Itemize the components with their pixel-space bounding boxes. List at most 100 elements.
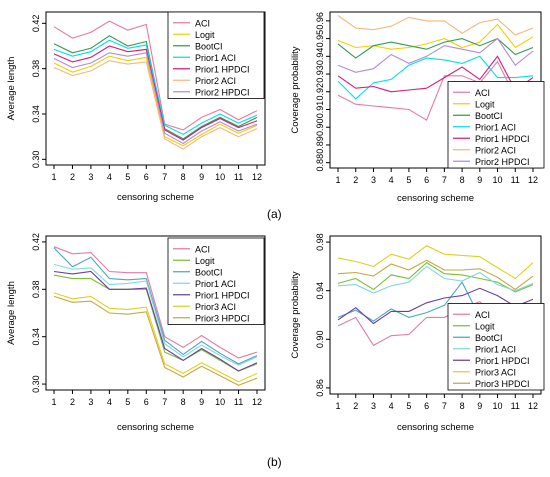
series-line-aci: [53, 246, 258, 359]
y-tick-label: 0.96: [315, 12, 325, 30]
x-tick-label: 11: [511, 401, 520, 411]
x-tick-label: 12: [528, 175, 538, 185]
x-tick-label: 10: [215, 397, 225, 407]
series-line-prior3-aci: [337, 245, 534, 280]
y-tick-label: 0.30: [31, 151, 41, 169]
y-tick-label: 0.93: [315, 65, 325, 83]
legend-label: ACI: [195, 18, 210, 28]
x-tick-label: 1: [335, 175, 340, 185]
series-line-logit: [337, 262, 534, 293]
series-line-prior1-aci: [53, 39, 258, 136]
x-tick-label: 6: [424, 401, 429, 411]
legend-box: [167, 11, 265, 99]
y-tick-label: 0.30: [31, 375, 41, 393]
series-line-bootci: [53, 247, 258, 365]
legend-label: ACI: [475, 88, 490, 98]
plot-frame: [45, 235, 266, 391]
series-line-prior2-hpdci: [337, 37, 534, 73]
legend-label: Prior1 ACI: [195, 279, 236, 289]
x-tick-label: 1: [51, 397, 56, 407]
legend-label: Logit: [475, 99, 495, 109]
chart-panel-4: 1 2 3 4 5 6 7 8 9 10 11 120.860.900.940.98censoring…: [290, 233, 545, 433]
x-tick-label: 7: [162, 172, 167, 182]
legend-label: Prior1 HPDCI: [195, 64, 250, 74]
x-tick-label: 12: [252, 172, 262, 182]
chart-panel-3: 1 2 3 4 5 6 7 8 9 10 11 120.300.340.380.42censoring…: [6, 233, 266, 433]
x-tick-label: 2: [70, 172, 75, 182]
y-tick-label: 0.86: [315, 379, 325, 397]
series-line-prior1-hpdci: [53, 45, 258, 141]
series-line-prior2-aci: [53, 60, 258, 150]
x-axis-title: censoring scheme: [117, 422, 194, 433]
legend-label: Prior1 ACI: [195, 53, 236, 63]
series-line-prior3-hpdci: [337, 259, 534, 291]
y-tick-label: 0.38: [31, 60, 41, 78]
x-tick-label: 8: [181, 397, 186, 407]
x-tick-label: 3: [371, 175, 376, 185]
chart-panel-2: 1 2 3 4 5 6 7 8 9 10 11 120.880.890.900.910.920.930…: [290, 11, 545, 204]
legend-label: Logit: [195, 30, 215, 40]
x-tick-label: 1: [335, 401, 340, 411]
legend-label: BootCI: [475, 111, 503, 121]
legend-label: ACI: [195, 244, 210, 254]
y-tick-label: 0.42: [31, 233, 41, 251]
x-tick-label: 2: [353, 175, 358, 185]
x-tick-label: 5: [406, 175, 411, 185]
y-tick-label: 0.88: [315, 154, 325, 172]
legend-label: Prior2 HPDCI: [195, 87, 250, 97]
x-tick-label: 6: [144, 172, 149, 182]
x-tick-label: 4: [107, 397, 112, 407]
y-tick-label: 0.38: [31, 281, 41, 299]
legend-label: BootCI: [195, 267, 223, 277]
series-line-prior2-hpdci: [53, 52, 258, 145]
series-line-prior3-hpdci: [53, 295, 258, 386]
legend-box: [447, 81, 545, 169]
x-tick-label: 7: [442, 175, 447, 185]
x-tick-label: 8: [181, 172, 186, 182]
y-tick-label: 0.34: [31, 328, 41, 346]
x-tick-label: 6: [144, 397, 149, 407]
y-tick-label: 0.89: [315, 136, 325, 154]
series-line-aci: [53, 20, 258, 131]
series-line-prior1-hpdci: [337, 55, 534, 93]
x-tick-label: 11: [234, 397, 243, 407]
x-tick-label: 8: [460, 401, 465, 411]
x-tick-label: 3: [88, 172, 93, 182]
x-tick-label: 10: [493, 175, 503, 185]
series-line-prior1-aci: [53, 263, 258, 366]
series-line-logit: [53, 55, 258, 147]
y-tick-label: 0.90: [315, 331, 325, 349]
x-tick-label: 7: [442, 401, 447, 411]
chart-panel-1: 1 2 3 4 5 6 7 8 9 10 11 120.300.340.380.42censoring…: [6, 11, 266, 203]
x-tick-label: 7: [162, 397, 167, 407]
series-line-prior1-hpdci: [337, 287, 534, 325]
y-tick-label: 0.42: [31, 15, 41, 33]
x-tick-label: 5: [406, 401, 411, 411]
x-tick-label: 11: [234, 172, 243, 182]
x-tick-label: 9: [477, 401, 482, 411]
y-tick-label: 0.98: [315, 233, 325, 251]
y-axis-title: Average length: [6, 57, 17, 121]
y-tick-label: 0.91: [315, 101, 325, 119]
x-tick-label: 5: [125, 172, 130, 182]
legend-label: Prior1 HPDCI: [475, 356, 530, 366]
legend-label: ACI: [475, 310, 490, 320]
x-tick-label: 8: [460, 175, 465, 185]
series-line-logit: [53, 274, 258, 372]
series-line-prior1-aci: [337, 265, 534, 294]
y-tick-label: 0.94: [315, 48, 325, 66]
legend-label: Logit: [475, 321, 495, 331]
series-line-prior1-aci: [337, 55, 534, 100]
x-tick-label: 4: [389, 401, 394, 411]
series-line-prior2-aci: [337, 15, 534, 36]
x-tick-label: 12: [528, 401, 538, 411]
x-axis-title: censoring scheme: [397, 193, 474, 204]
series-line-bootci: [337, 37, 534, 59]
y-axis-title: Coverage probability: [290, 46, 301, 133]
x-tick-label: 4: [107, 172, 112, 182]
x-axis-title: censoring scheme: [117, 192, 194, 203]
legend-label: Prior3 HPDCI: [475, 379, 530, 389]
y-axis-title: Coverage probability: [290, 271, 301, 358]
